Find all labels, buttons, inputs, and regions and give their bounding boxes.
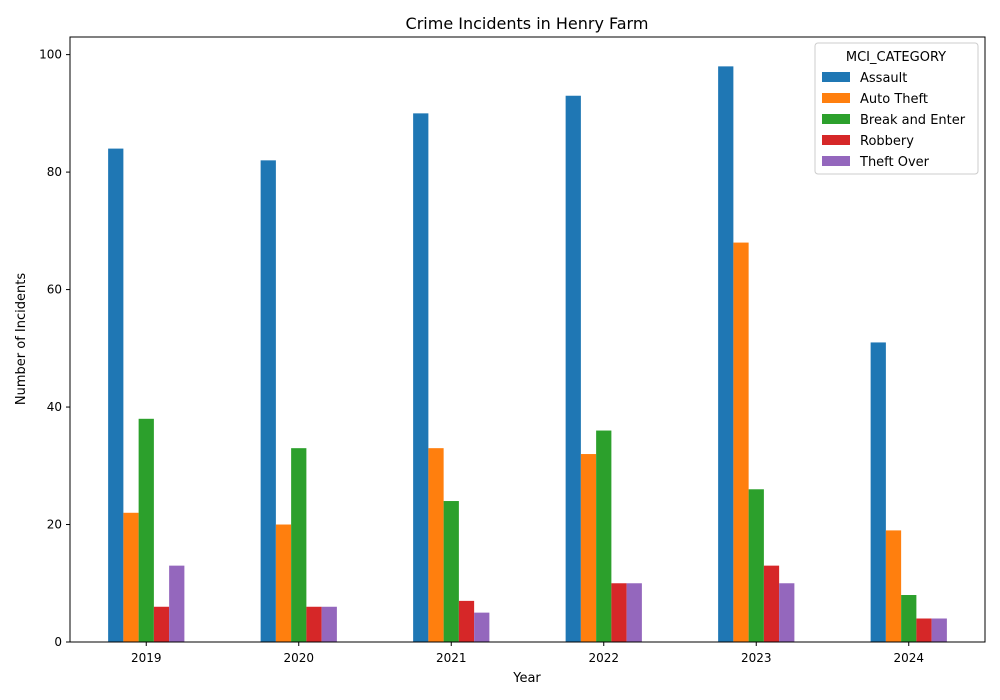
bar-robbery-2023	[763, 565, 780, 642]
legend-swatch	[822, 72, 850, 82]
bar-robbery-2022	[611, 583, 627, 642]
bar-theft-over-2020	[321, 606, 337, 642]
bar-break-and-enter-2021	[443, 501, 459, 642]
x-tick-label: 2022	[588, 651, 619, 665]
x-tick-label: 2023	[741, 651, 772, 665]
legend-label: Assault	[860, 71, 907, 86]
bar-assault-2024	[870, 342, 886, 642]
legend-label: Robbery	[860, 134, 914, 149]
bar-break-and-enter-2019	[138, 418, 154, 642]
y-tick-label: 80	[47, 165, 62, 179]
legend-title: MCI_CATEGORY	[846, 50, 946, 65]
y-tick-label: 100	[39, 48, 62, 62]
chart-title: Crime Incidents in Henry Farm	[406, 14, 649, 33]
legend-swatch	[822, 114, 850, 124]
x-tick-label: 2024	[893, 651, 924, 665]
bar-robbery-2019	[153, 606, 170, 642]
y-tick-label: 60	[47, 283, 62, 297]
bar-theft-over-2022	[626, 583, 642, 642]
bar-auto-theft-2021	[428, 448, 444, 642]
bar-theft-over-2023	[779, 583, 795, 642]
bar-theft-over-2019	[169, 565, 185, 642]
y-tick-label: 20	[47, 518, 62, 532]
legend-label: Auto Theft	[860, 92, 928, 107]
bar-assault-2021	[413, 113, 429, 643]
x-axis-label: Year	[512, 671, 541, 686]
bar-auto-theft-2020	[275, 524, 292, 642]
bar-assault-2019	[108, 148, 124, 642]
y-tick-label: 0	[54, 635, 62, 649]
bar-assault-2023	[718, 66, 734, 643]
bar-auto-theft-2024	[885, 530, 902, 642]
bar-break-and-enter-2022	[596, 430, 612, 642]
x-tick-label: 2020	[283, 651, 314, 665]
plot-area: 2019 2020 2021 2022 2023 2024 0 20 40 60 80 100	[39, 36, 986, 665]
bar-break-and-enter-2020	[291, 448, 307, 642]
bar-robbery-2020	[306, 606, 322, 642]
legend-swatch	[822, 156, 850, 166]
bar-theft-over-2021	[474, 612, 490, 642]
x-tick-label: 2021	[436, 651, 467, 665]
legend-label: Break and Enter	[860, 113, 966, 128]
bar-break-and-enter-2024	[901, 595, 917, 642]
legend-label: Theft Over	[859, 155, 930, 170]
x-tick-label: 2019	[131, 651, 162, 665]
bar-auto-theft-2023	[733, 242, 749, 642]
bar-break-and-enter-2023	[748, 489, 764, 642]
bar-theft-over-2024	[931, 618, 947, 642]
legend: MCI_CATEGORY Assault Auto Theft Break and …	[814, 42, 979, 175]
legend-swatch	[822, 135, 850, 145]
bar-robbery-2024	[916, 618, 932, 642]
bar-robbery-2021	[458, 600, 475, 642]
bar-auto-theft-2019	[123, 512, 139, 642]
y-tick-label: 40	[47, 400, 62, 414]
bar-assault-2020	[260, 160, 276, 642]
plot-frame	[69, 36, 986, 643]
bar-assault-2022	[565, 95, 581, 643]
bar-auto-theft-2022	[580, 454, 597, 642]
legend-frame	[814, 42, 979, 175]
y-axis-label: Number of Incidents	[14, 273, 29, 405]
legend-swatch	[822, 93, 850, 103]
